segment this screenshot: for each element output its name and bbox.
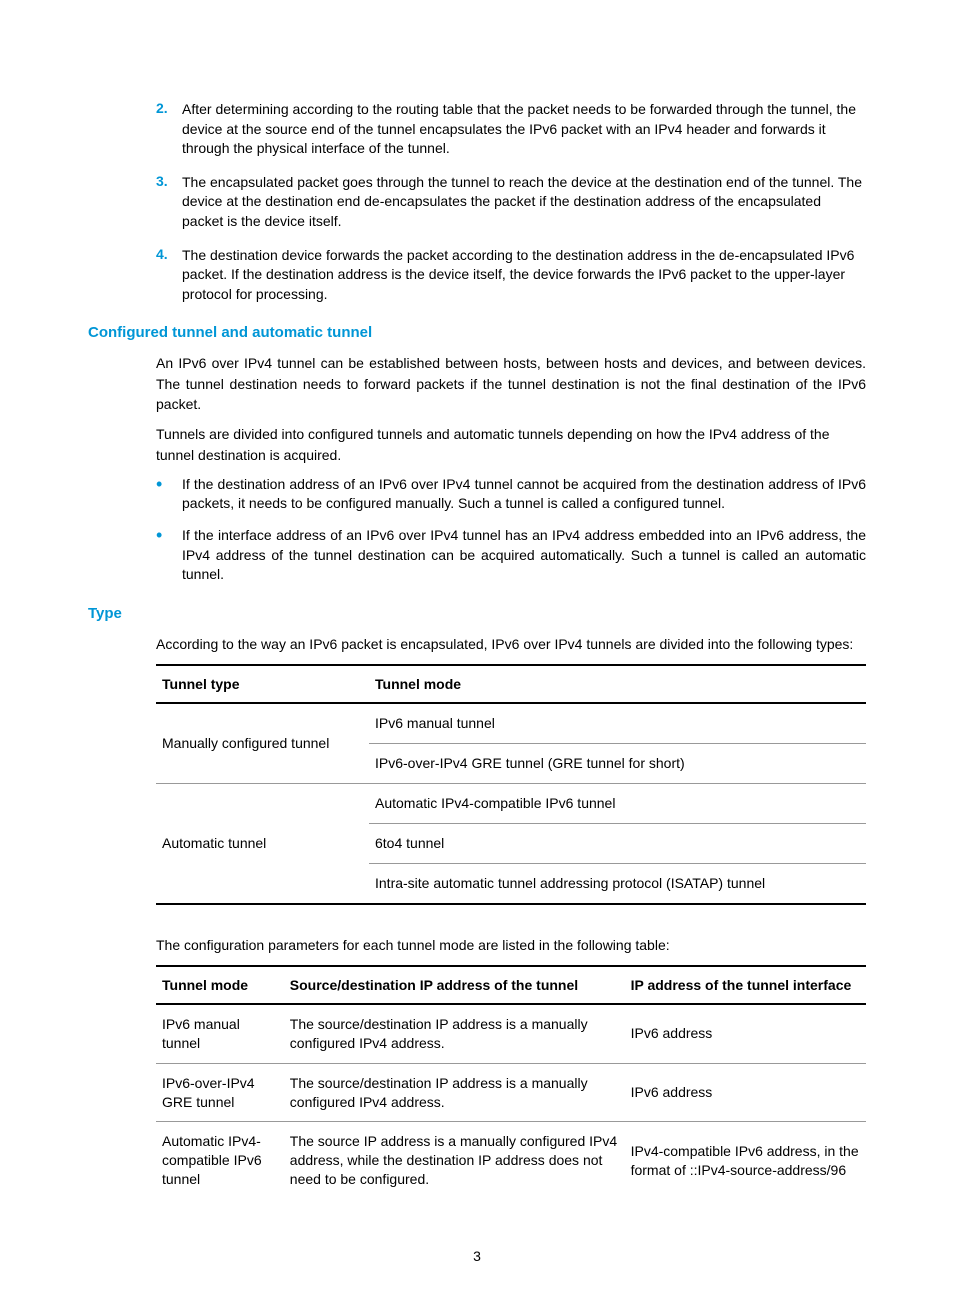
table-row: Automatic tunnel Automatic IPv4-compatib…: [156, 783, 866, 823]
list-marker: 3.: [156, 173, 182, 232]
column-header: IP address of the tunnel interface: [625, 966, 866, 1004]
table-header-row: Tunnel mode Source/destination IP addres…: [156, 966, 866, 1004]
bullet-icon: •: [156, 475, 182, 514]
table-row: Automatic IPv4-compatible IPv6 tunnel Th…: [156, 1122, 866, 1199]
table-cell: Automatic IPv4-compatible IPv6 tunnel: [369, 783, 866, 823]
tunnel-type-table: Tunnel type Tunnel mode Manually configu…: [156, 664, 866, 904]
table-header-row: Tunnel type Tunnel mode: [156, 665, 866, 703]
paragraph: Tunnels are divided into configured tunn…: [156, 424, 866, 465]
table-cell: Manually configured tunnel: [156, 703, 369, 783]
table-row: Manually configured tunnel IPv6 manual t…: [156, 703, 866, 743]
table-cell: The source/destination IP address is a m…: [284, 1004, 625, 1063]
table-cell: IPv6 manual tunnel: [156, 1004, 284, 1063]
table-cell: 6to4 tunnel: [369, 823, 866, 863]
ordered-list-item: 2. After determining according to the ro…: [88, 100, 866, 159]
table-cell: IPv6-over-IPv4 GRE tunnel: [156, 1063, 284, 1122]
list-text: After determining according to the routi…: [182, 100, 866, 159]
table-cell: IPv6-over-IPv4 GRE tunnel (GRE tunnel fo…: [369, 743, 866, 783]
table-cell: Automatic tunnel: [156, 783, 369, 903]
bullet-list-item: • If the destination address of an IPv6 …: [88, 475, 866, 514]
paragraph: The configuration parameters for each tu…: [156, 935, 866, 955]
table-cell: The source/destination IP address is a m…: [284, 1063, 625, 1122]
document-page: 2. After determining according to the ro…: [0, 0, 954, 1294]
paragraph: An IPv6 over IPv4 tunnel can be establis…: [156, 353, 866, 414]
bullet-list-item: • If the interface address of an IPv6 ov…: [88, 526, 866, 585]
section-heading-type: Type: [88, 605, 866, 622]
ordered-list-item: 3. The encapsulated packet goes through …: [88, 173, 866, 232]
list-text: If the interface address of an IPv6 over…: [182, 526, 866, 585]
column-header: Tunnel mode: [369, 665, 866, 703]
column-header: Source/destination IP address of the tun…: [284, 966, 625, 1004]
column-header: Tunnel type: [156, 665, 369, 703]
table-row: IPv6 manual tunnel The source/destinatio…: [156, 1004, 866, 1063]
section-heading-configured-tunnel: Configured tunnel and automatic tunnel: [88, 324, 866, 341]
list-text: If the destination address of an IPv6 ov…: [182, 475, 866, 514]
list-text: The encapsulated packet goes through the…: [182, 173, 866, 232]
table-cell: Automatic IPv4-compatible IPv6 tunnel: [156, 1122, 284, 1199]
table-cell: IPv6 address: [625, 1004, 866, 1063]
table-row: IPv6-over-IPv4 GRE tunnel The source/des…: [156, 1063, 866, 1122]
bullet-icon: •: [156, 526, 182, 585]
table-cell: Intra-site automatic tunnel addressing p…: [369, 863, 866, 903]
list-marker: 4.: [156, 246, 182, 305]
table-cell: IPv6 address: [625, 1063, 866, 1122]
table-cell: The source IP address is a manually conf…: [284, 1122, 625, 1199]
list-marker: 2.: [156, 100, 182, 159]
table-cell: IPv4-compatible IPv6 address, in the for…: [625, 1122, 866, 1199]
page-number: 3: [0, 1248, 954, 1264]
paragraph: According to the way an IPv6 packet is e…: [156, 634, 866, 654]
tunnel-mode-params-table: Tunnel mode Source/destination IP addres…: [156, 965, 866, 1199]
list-text: The destination device forwards the pack…: [182, 246, 866, 305]
table-cell: IPv6 manual tunnel: [369, 703, 866, 743]
ordered-list-item: 4. The destination device forwards the p…: [88, 246, 866, 305]
column-header: Tunnel mode: [156, 966, 284, 1004]
